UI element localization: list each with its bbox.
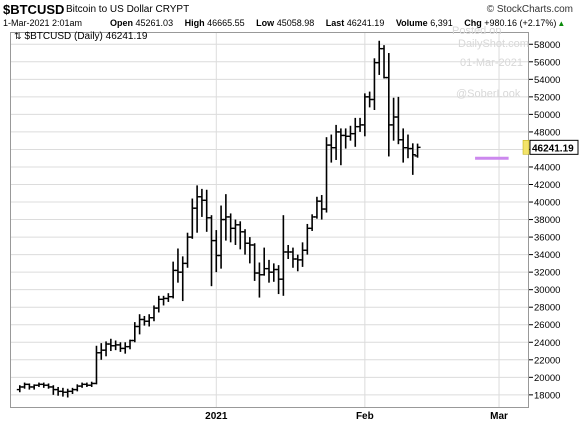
quote-date: 1-Mar-2021 2:01am: [3, 18, 83, 28]
last-price-box: [529, 139, 579, 155]
description-text: Bitcoin to US Dollar: [66, 4, 153, 15]
symbol-description: Bitcoin to US Dollar CRYPT: [66, 4, 189, 15]
x-tick-label: Mar: [490, 411, 508, 422]
low-label: Low: [256, 18, 275, 28]
chg-up-arrow-icon: ▲: [557, 19, 566, 28]
plot-area: [10, 32, 529, 408]
y-tick-label: 30000: [534, 285, 560, 296]
watermark-date: 01-Mar-2021: [460, 57, 523, 69]
y-tick-label: 54000: [534, 75, 560, 86]
legend-text: $BTCUSD (Daily) 46241.19: [24, 31, 148, 42]
x-tick-label: 2021: [205, 411, 228, 422]
y-tick-label: 38000: [534, 215, 560, 226]
y-tick-label: 34000: [534, 250, 560, 261]
high-label: High: [184, 18, 205, 28]
y-tick-label: 56000: [534, 57, 560, 68]
last-price-label: 46241.19: [532, 143, 574, 154]
y-tick-label: 20000: [534, 373, 560, 384]
last-price-marker: [522, 140, 530, 155]
high-value: 46665.55: [207, 18, 245, 28]
x-tick-label: Feb: [356, 411, 374, 422]
quote-line: Open 45261.03 High 46665.55 Low 45058.98…: [110, 18, 565, 28]
y-tick-label: 28000: [534, 303, 560, 314]
last-label: Last: [325, 18, 345, 28]
chart-legend: ⇅ $BTCUSD (Daily) 46241.19: [14, 31, 147, 42]
open-label: Open: [110, 18, 134, 28]
y-tick-label: 22000: [534, 355, 560, 366]
y-tick-label: 18000: [534, 390, 560, 401]
y-tick-label: 26000: [534, 320, 560, 331]
last-value: 46241.19: [346, 18, 385, 28]
y-tick-label: 44000: [534, 162, 560, 173]
chg-label: Chg: [464, 18, 482, 28]
y-tick-label: 58000: [534, 40, 560, 51]
watermark-site: DailyShot.com: [458, 38, 529, 50]
y-tick-label: 36000: [534, 233, 560, 244]
y-tick-label: 24000: [534, 338, 560, 349]
y-tick-label: 40000: [534, 198, 560, 209]
y-tick-label: 52000: [534, 92, 560, 103]
watermark-posted: Posted on: [452, 25, 502, 37]
open-value: 45261.03: [135, 18, 174, 28]
y-tick-label: 48000: [534, 127, 560, 138]
low-value: 45058.98: [276, 18, 315, 28]
volume-label: Volume: [395, 18, 428, 28]
watermark-handle: @SoberLook: [456, 88, 521, 100]
brand-label: © StockCharts.com: [486, 4, 573, 15]
y-tick-label: 32000: [534, 268, 560, 279]
chart-header: $BTCUSD Bitcoin to US Dollar CRYPT © Sto…: [0, 0, 579, 32]
chg-value: +980.16 (+2.17%): [484, 18, 557, 28]
y-tick-label: 42000: [534, 180, 560, 191]
y-tick-label: 50000: [534, 110, 560, 121]
symbol-label: $BTCUSD: [3, 2, 65, 17]
legend-ohlc-icon: ⇅: [14, 31, 22, 41]
volume-value: 6,391: [430, 18, 453, 28]
exchange-text: CRYPT: [155, 4, 190, 15]
